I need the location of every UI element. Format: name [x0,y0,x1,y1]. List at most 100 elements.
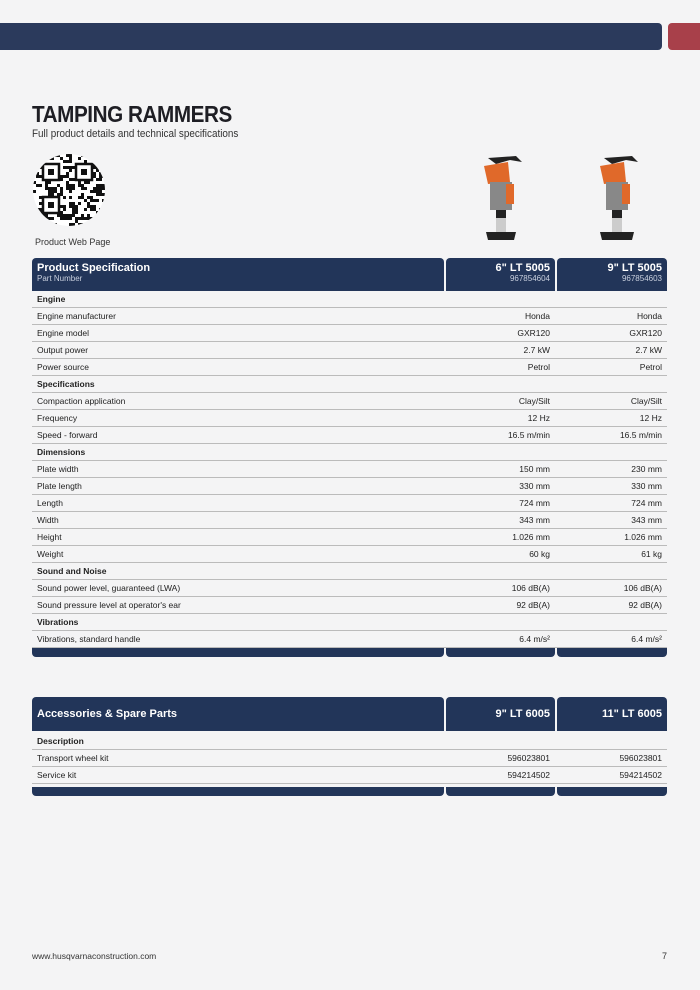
qr-code[interactable] [33,154,105,226]
row-label: Plate width [37,464,79,474]
row-label: Power source [37,362,89,372]
spec-title: Product Specification [37,262,151,274]
row-label: Engine manufacturer [37,311,116,321]
row-value: 724 mm [519,498,550,508]
row-value: Petrol [639,362,662,372]
table-row: Frequency 12 Hz 12 Hz [32,410,667,427]
table-row: Engine manufacturer Honda Honda [32,308,667,325]
table-row: Speed - forward 16.5 m/min 16.5 m/min [32,427,667,444]
row-value: 343 mm [519,515,550,525]
model-part: 967854603 [621,274,662,283]
table-row: Output power 2.7 kW 2.7 kW [32,342,667,359]
section-label: Sound and Noise [37,566,107,576]
row-value: 6.4 m/s² [631,634,662,644]
table-row: Weight 60 kg 61 kg [32,546,667,563]
table-row: Width 343 mm 343 mm [32,512,667,529]
row-value: GXR120 [517,328,550,338]
row-value: 92 dB(A) [628,600,662,610]
section-label: Vibrations [37,617,79,627]
row-value: Clay/Silt [630,396,662,406]
table-row: Power source Petrol Petrol [32,359,667,376]
row-value: 92 dB(A) [516,600,550,610]
section-row: Description [32,733,667,750]
section-row: Engine [32,291,667,308]
row-label: Service kit [37,770,77,780]
row-value: GXR120 [629,328,662,338]
product-image-9-lt-5005 [600,156,638,240]
section-row: Sound and Noise [32,563,667,580]
row-value: 343 mm [631,515,662,525]
row-value: 330 mm [631,481,662,491]
row-value: 1.026 mm [624,532,662,542]
row-value: Honda [636,311,662,321]
row-label: Vibrations, standard handle [37,634,141,644]
row-value: 596023801 [507,753,550,763]
row-value: 12 Hz [527,413,550,423]
row-label: Plate length [37,481,82,491]
row-label: Width [37,515,59,525]
row-value: 12 Hz [639,413,662,423]
section-row: Specifications [32,376,667,393]
footer-url[interactable]: www.husqvarnaconstruction.com [32,951,157,961]
row-label: Compaction application [37,396,126,406]
table-row: Service kit 594214502 594214502 [32,767,667,784]
model-part: 967854604 [509,274,550,283]
row-label: Frequency [37,413,78,423]
part-number-label: Part Number [37,274,83,283]
row-value: 16.5 m/min [507,430,550,440]
accessories-table: Accessories & Spare Parts 9" LT 6005 11"… [32,697,667,796]
table-row: Plate width 150 mm 230 mm [32,461,667,478]
section-row: Dimensions [32,444,667,461]
table-row: Compaction application Clay/Silt Clay/Silt [32,393,667,410]
row-value: 1.026 mm [512,532,550,542]
row-value: Honda [524,311,550,321]
row-value: 2.7 kW [635,345,662,355]
qr-label: Product Web Page [35,237,111,247]
row-value: 2.7 kW [523,345,550,355]
row-value: 16.5 m/min [619,430,662,440]
model-name: 11" LT 6005 [601,708,662,720]
top-accent [668,23,700,50]
row-label: Height [37,532,62,542]
table-row: Sound pressure level at operator's ear 92… [32,597,667,614]
model-name: 6" LT 5005 [495,262,550,274]
row-label: Transport wheel kit [37,753,109,763]
row-value: 594214502 [619,770,662,780]
row-value: Petrol [527,362,550,372]
page-subtitle: Full product details and technical speci… [32,128,239,140]
table-row: Sound power level, guaranteed (LWA) 106 d… [32,580,667,597]
page-title: TAMPING RAMMERS [32,101,232,127]
row-value: 724 mm [631,498,662,508]
section-label: Specifications [37,379,95,389]
section-row: Vibrations [32,614,667,631]
row-label: Engine model [37,328,89,338]
model-name: 9" LT 5005 [607,262,662,274]
section-label: Dimensions [37,447,86,457]
model-name: 9" LT 6005 [495,708,550,720]
row-value: 61 kg [641,549,662,559]
product-image-6-lt-5005 [484,156,522,240]
row-value: 106 dB(A) [511,583,550,593]
top-banner [0,23,662,50]
table-row: Transport wheel kit 596023801 596023801 [32,750,667,767]
accessories-title: Accessories & Spare Parts [37,708,178,720]
row-value: 150 mm [519,464,550,474]
row-value: 330 mm [519,481,550,491]
table-row: Engine model GXR120 GXR120 [32,325,667,342]
table-row: Vibrations, standard handle 6.4 m/s² 6.4 m… [32,631,667,648]
table-row: Plate length 330 mm 330 mm [32,478,667,495]
row-label: Output power [37,345,89,355]
row-value: 230 mm [631,464,662,474]
section-label: Engine [37,294,66,304]
row-label: Sound pressure level at operator's ear [37,600,181,610]
spec-table: Product Specification Part Number 6" LT 5… [32,258,667,657]
table-row: Height 1.026 mm 1.026 mm [32,529,667,546]
row-label: Speed - forward [37,430,98,440]
row-value: Clay/Silt [518,396,550,406]
row-value: 594214502 [507,770,550,780]
row-label: Length [37,498,63,508]
row-value: 596023801 [619,753,662,763]
row-value: 6.4 m/s² [519,634,550,644]
page-number: 7 [662,951,668,961]
section-label: Description [37,736,84,746]
